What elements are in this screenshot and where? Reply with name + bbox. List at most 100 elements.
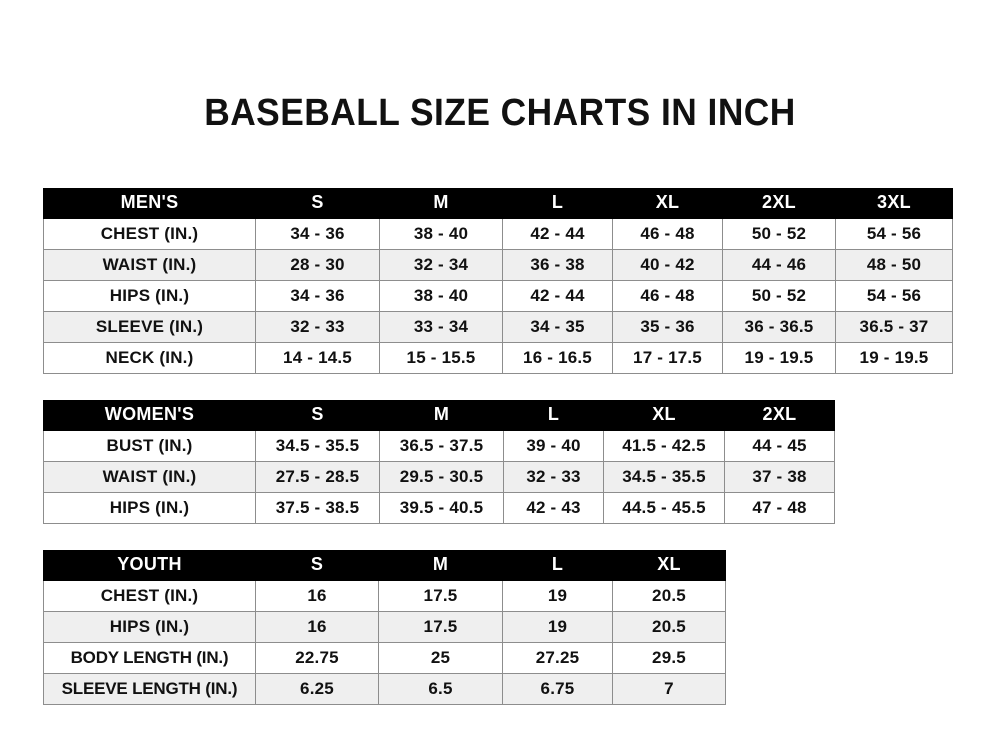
table-row: SLEEVE LENGTH (IN.) 6.25 6.5 6.75 7 — [43, 673, 726, 705]
table-cell: 7 — [612, 673, 726, 705]
table-cell: 38 - 40 — [379, 218, 503, 250]
table-cell: 34 - 35 — [502, 311, 613, 343]
youth-table-body: CHEST (IN.) 16 17.5 19 20.5 HIPS (IN.) 1… — [43, 580, 726, 705]
mens-column-2xl: 2XL — [722, 188, 836, 219]
mens-column-l: L — [502, 188, 613, 219]
table-cell: 46 - 48 — [612, 280, 723, 312]
table-cell: 17 - 17.5 — [612, 342, 723, 374]
table-cell: 25 — [378, 642, 503, 674]
table-cell: 22.75 — [255, 642, 379, 674]
table-row: WAIST (IN.) 27.5 - 28.5 29.5 - 30.5 32 -… — [43, 461, 835, 493]
table-cell: 50 - 52 — [722, 280, 836, 312]
table-cell: 54 - 56 — [835, 218, 953, 250]
row-label: WAIST (IN.) — [43, 461, 256, 493]
mens-column-s: S — [255, 188, 380, 219]
table-cell: 32 - 33 — [503, 461, 604, 493]
table-row: NECK (IN.) 14 - 14.5 15 - 15.5 16 - 16.5… — [43, 342, 953, 374]
table-cell: 19 — [502, 611, 613, 643]
womens-table-body: BUST (IN.) 34.5 - 35.5 36.5 - 37.5 39 - … — [43, 430, 835, 524]
table-cell: 20.5 — [612, 611, 726, 643]
table-cell: 19 — [502, 580, 613, 612]
row-label: SLEEVE (IN.) — [43, 311, 256, 343]
table-cell: 27.25 — [502, 642, 613, 674]
table-cell: 38 - 40 — [379, 280, 503, 312]
table-cell: 42 - 44 — [502, 280, 613, 312]
page-title: BASEBALL SIZE CHARTS IN INCH — [204, 92, 796, 135]
table-cell: 33 - 34 — [379, 311, 503, 343]
mens-size-table: MEN'S S M L XL 2XL 3XL CHEST (IN.) 34 - … — [43, 188, 953, 374]
table-cell: 29.5 - 30.5 — [379, 461, 504, 493]
table-row: SLEEVE (IN.) 32 - 33 33 - 34 34 - 35 35 … — [43, 311, 953, 343]
row-label: NECK (IN.) — [43, 342, 256, 374]
table-cell: 6.25 — [255, 673, 379, 705]
womens-column-2xl: 2XL — [724, 400, 835, 431]
table-cell: 16 — [255, 611, 379, 643]
table-cell: 34.5 - 35.5 — [255, 430, 380, 462]
table-cell: 41.5 - 42.5 — [603, 430, 725, 462]
table-cell: 48 - 50 — [835, 249, 953, 281]
youth-column-l: L — [502, 550, 613, 581]
table-cell: 32 - 34 — [379, 249, 503, 281]
row-label: CHEST (IN.) — [43, 218, 256, 250]
womens-column-m: M — [379, 400, 504, 431]
table-row: CHEST (IN.) 34 - 36 38 - 40 42 - 44 46 -… — [43, 218, 953, 250]
table-cell: 6.75 — [502, 673, 613, 705]
row-label: CHEST (IN.) — [43, 580, 256, 612]
youth-table-header: YOUTH S M L XL — [43, 550, 726, 581]
youth-size-table: YOUTH S M L XL CHEST (IN.) 16 17.5 19 20… — [43, 550, 726, 705]
womens-column-l: L — [503, 400, 604, 431]
table-cell: 16 — [255, 580, 379, 612]
table-cell: 34.5 - 35.5 — [603, 461, 725, 493]
table-cell: 36 - 38 — [502, 249, 613, 281]
table-cell: 54 - 56 — [835, 280, 953, 312]
mens-column-3xl: 3XL — [835, 188, 953, 219]
table-cell: 44.5 - 45.5 — [603, 492, 725, 524]
youth-column-m: M — [378, 550, 503, 581]
row-label: HIPS (IN.) — [43, 280, 256, 312]
table-cell: 44 - 46 — [722, 249, 836, 281]
youth-column-xl: XL — [612, 550, 726, 581]
youth-column-s: S — [255, 550, 379, 581]
table-row: BODY LENGTH (IN.) 22.75 25 27.25 29.5 — [43, 642, 726, 674]
table-cell: 6.5 — [378, 673, 503, 705]
table-row: BUST (IN.) 34.5 - 35.5 36.5 - 37.5 39 - … — [43, 430, 835, 462]
table-cell: 42 - 44 — [502, 218, 613, 250]
table-cell: 44 - 45 — [724, 430, 835, 462]
row-label: BODY LENGTH (IN.) — [43, 642, 256, 674]
table-cell: 28 - 30 — [255, 249, 380, 281]
womens-header-label: WOMEN'S — [43, 400, 256, 431]
table-cell: 15 - 15.5 — [379, 342, 503, 374]
row-label: WAIST (IN.) — [43, 249, 256, 281]
table-row: WAIST (IN.) 28 - 30 32 - 34 36 - 38 40 -… — [43, 249, 953, 281]
table-cell: 42 - 43 — [503, 492, 604, 524]
table-row: CHEST (IN.) 16 17.5 19 20.5 — [43, 580, 726, 612]
table-header-row: WOMEN'S S M L XL 2XL — [43, 400, 835, 431]
mens-table-header: MEN'S S M L XL 2XL 3XL — [43, 188, 953, 219]
womens-column-xl: XL — [603, 400, 725, 431]
mens-column-m: M — [379, 188, 503, 219]
table-cell: 47 - 48 — [724, 492, 835, 524]
table-row: HIPS (IN.) 34 - 36 38 - 40 42 - 44 46 - … — [43, 280, 953, 312]
table-cell: 32 - 33 — [255, 311, 380, 343]
womens-table-header: WOMEN'S S M L XL 2XL — [43, 400, 835, 431]
mens-table-body: CHEST (IN.) 34 - 36 38 - 40 42 - 44 46 -… — [43, 218, 953, 374]
womens-column-s: S — [255, 400, 380, 431]
table-cell: 17.5 — [378, 611, 503, 643]
table-cell: 39.5 - 40.5 — [379, 492, 504, 524]
table-header-row: YOUTH S M L XL — [43, 550, 726, 581]
table-cell: 20.5 — [612, 580, 726, 612]
row-label: HIPS (IN.) — [43, 611, 256, 643]
table-row: HIPS (IN.) 16 17.5 19 20.5 — [43, 611, 726, 643]
table-cell: 14 - 14.5 — [255, 342, 380, 374]
table-cell: 50 - 52 — [722, 218, 836, 250]
mens-header-label: MEN'S — [43, 188, 256, 219]
table-cell: 37 - 38 — [724, 461, 835, 493]
table-cell: 27.5 - 28.5 — [255, 461, 380, 493]
row-label: SLEEVE LENGTH (IN.) — [43, 673, 256, 705]
row-label: BUST (IN.) — [43, 430, 256, 462]
table-cell: 36.5 - 37 — [835, 311, 953, 343]
table-cell: 29.5 — [612, 642, 726, 674]
table-cell: 34 - 36 — [255, 218, 380, 250]
table-cell: 16 - 16.5 — [502, 342, 613, 374]
